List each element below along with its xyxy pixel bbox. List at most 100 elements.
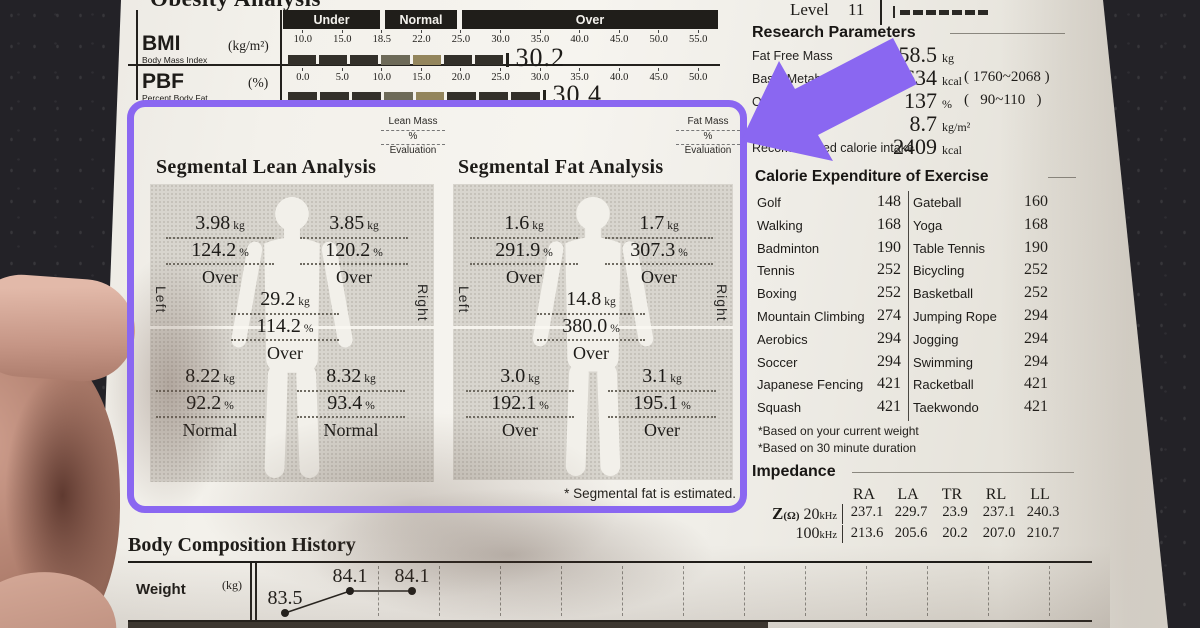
exercise-name: Soccer (757, 354, 798, 370)
zone-over-label: Over (462, 10, 718, 29)
mass-value: 3.0 kg (466, 365, 574, 392)
exercise-value: 252 (877, 261, 901, 279)
exercise-name: Japanese Fencing (757, 377, 864, 393)
exercise-name: Table Tennis (913, 240, 986, 256)
exercise-value: 294 (877, 329, 901, 347)
table-border (250, 563, 252, 620)
exercise-row: Badminton 190 Table Tennis 190 (755, 237, 1051, 260)
param-range: ( 1760~2068 ) (964, 69, 1050, 85)
bar-segment (443, 55, 472, 65)
level-label: Level (790, 0, 829, 19)
param-unit: % (942, 97, 952, 111)
history-gridline (561, 566, 562, 616)
exercise-name: Jogging (913, 331, 959, 347)
research-parameters-title: Research Parameters (752, 24, 916, 41)
fat-legend-eval: Evaluation (684, 145, 732, 156)
percent-value: 124.2% (166, 239, 274, 266)
fat-estimated-note: * Segmental fat is estimated. (564, 486, 736, 501)
history-gridline (439, 566, 440, 616)
exercise-value: 421 (877, 375, 901, 393)
body-silhouette (231, 196, 353, 478)
scale-ticks-0: 10.0 15.0 18.5 22.0 25.0 30.0 35.0 40.0 45.0 50.0… (283, 30, 718, 45)
evaluation: Over (502, 420, 538, 441)
percent-value: 192.1% (466, 392, 574, 419)
exercise-name: Basketball (913, 286, 973, 302)
lean-legend-pct: % (381, 131, 445, 145)
lean-legend: Lean Mass % Evaluation (381, 116, 445, 158)
tick-label: 25.0 (441, 30, 481, 45)
level-dash (952, 9, 962, 15)
section-rule (1048, 177, 1076, 178)
fat-right-label: Right (714, 284, 730, 322)
zone-under-label: Under (283, 10, 380, 29)
scale-bar-1 (288, 92, 540, 102)
thumb (0, 271, 139, 385)
exercise-value: 252 (1024, 284, 1048, 302)
mass-value: 1.7 kg (605, 212, 713, 239)
table-border (280, 10, 282, 100)
history-gridline (866, 566, 867, 616)
bar-segment (415, 92, 445, 102)
weight-value-label: 83.5 (267, 587, 303, 609)
tick-label: 45.0 (639, 68, 679, 83)
pbf-row-label: PBF Percent Body Fat (142, 71, 208, 103)
scale-bar-0 (288, 55, 503, 65)
exercise-value: 160 (1024, 193, 1048, 210)
lean-right-arm: 3.85 kg 120.2% Over (300, 212, 408, 288)
weight-row-label: Weight (136, 581, 186, 598)
tick-label: 20.0 (441, 68, 481, 83)
table-border (255, 563, 257, 620)
bar-segment (474, 55, 503, 65)
purple-arrow-icon (741, 38, 917, 161)
impedance-column-header: LA (897, 486, 919, 503)
bar-segment (319, 55, 348, 65)
param-unit: kg/m² (942, 120, 971, 134)
exercise-row: Boxing 252 Basketball 252 (755, 282, 1051, 305)
history-chart: 83.5 84.1 84.1 (260, 566, 1092, 622)
exercise-value: 252 (877, 284, 901, 302)
tick-label: 25.0 (481, 68, 521, 83)
percent-value: 307.3% (605, 239, 713, 266)
impedance-symbol: Z(Ω) (772, 504, 800, 523)
exercise-name: Golf (757, 195, 781, 210)
obesity-analysis-title: Obesity Analysis (150, 0, 321, 12)
body-silhouette (532, 196, 654, 476)
evaluation: Normal (182, 420, 238, 441)
evaluation: Over (641, 267, 677, 288)
bar-segment (381, 55, 410, 65)
param-unit: kcal (942, 74, 962, 88)
tick-label: 30.0 (520, 68, 560, 83)
mass-value: 8.22 kg (156, 365, 264, 392)
evaluation: Over (336, 267, 372, 288)
weight-line-chart (281, 587, 416, 617)
exercise-row: Japanese Fencing 421 Racketball 421 (755, 373, 1051, 396)
exercise-name: Bicycling (913, 263, 965, 279)
bar-segment (288, 55, 317, 65)
bar-end-mark (543, 90, 546, 104)
exercise-value: 190 (877, 238, 901, 256)
quadrant-divider (150, 326, 434, 329)
level-dash (900, 9, 910, 15)
evaluation: Over (644, 420, 680, 441)
exercise-row: Golf 148 Gateball 160 (755, 191, 1051, 214)
exercise-note-2: *Based on 30 minute duration (758, 441, 917, 455)
exercise-value: 421 (1024, 375, 1048, 393)
tick-label: 35.0 (560, 68, 600, 83)
exercise-value: 294 (877, 352, 901, 370)
fat-trunk: 14.8 kg 380.0% Over (537, 288, 645, 364)
param-unit: kg (942, 51, 954, 65)
level-dash (926, 9, 936, 15)
exercise-value: 168 (877, 215, 901, 233)
exercise-value: 274 (877, 306, 901, 324)
evaluation: Over (573, 343, 609, 364)
percent-value: 120.2% (300, 239, 408, 266)
pbf-abbr: PBF (142, 70, 184, 93)
impedance-column-header: LL (1030, 486, 1050, 503)
bar-segment (319, 92, 349, 102)
fat-legend-mass: Fat Mass (676, 116, 740, 131)
param-value: 2409 (893, 134, 937, 159)
impedance-value: 20.2 (942, 525, 968, 541)
impedance-row-20khz: Z(Ω) 20kHz 237.1 229.7 23.9 237.1 240.3 (752, 504, 1065, 524)
percent-value: 114.2% (231, 315, 339, 342)
history-gridline (622, 566, 623, 616)
